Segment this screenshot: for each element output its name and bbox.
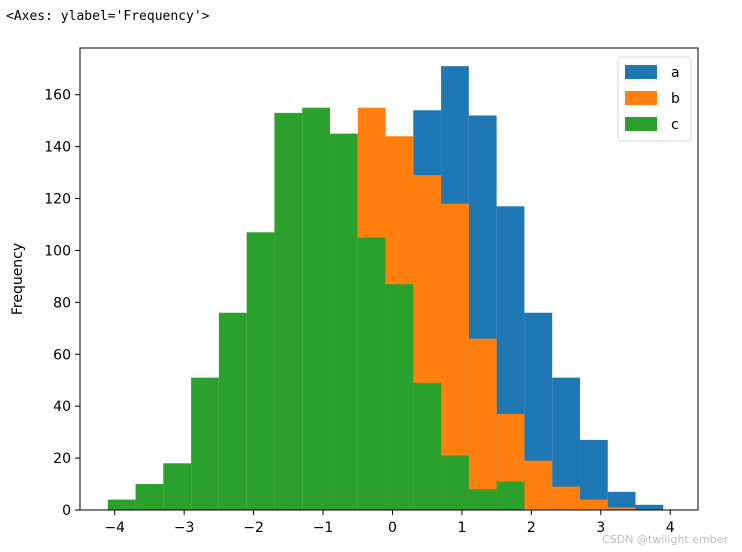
bar-b-13: [468, 338, 497, 510]
y-tick-label: 0: [62, 503, 71, 519]
bar-c-14: [496, 481, 525, 510]
x-tick-label: −4: [104, 520, 125, 536]
watermark: CSDN @twilight ember: [602, 533, 728, 546]
output-label: <Axes: ylabel='Frequency'>: [6, 9, 210, 24]
x-tick-label: −2: [243, 520, 264, 536]
legend-swatch-c: [625, 117, 657, 131]
y-axis-label: Frequency: [10, 243, 26, 315]
x-tick-label: −1: [313, 520, 334, 536]
x-axis: −4 −3 −2 −1 0 1 2 3 4: [104, 510, 675, 536]
bar-c-13: [468, 489, 497, 510]
x-tick-label: −3: [174, 520, 195, 536]
bar-c-1: [135, 484, 164, 510]
bars-layer: [107, 66, 664, 511]
y-axis: 0 20 40 60 80 100 120 140 160: [44, 88, 80, 519]
x-tick-label: 2: [527, 520, 536, 536]
x-tick-label: 4: [666, 520, 675, 536]
bar-c-10: [385, 284, 414, 510]
bar-a-18: [607, 491, 636, 510]
bar-c-11: [413, 382, 442, 510]
bar-c-4: [218, 312, 247, 510]
x-tick-label: 1: [457, 520, 466, 536]
legend-label-c: c: [671, 117, 679, 133]
legend-swatch-b: [625, 91, 657, 105]
y-tick-label: 40: [53, 399, 71, 415]
bar-c-7: [302, 107, 330, 511]
bar-a-19: [635, 504, 664, 510]
axes-frame: [79, 47, 699, 511]
y-tick-label: 100: [44, 243, 71, 259]
x-tick-label: 0: [388, 520, 397, 536]
bar-a-17: [579, 439, 608, 510]
y-tick-label: 60: [53, 347, 71, 363]
bar-c-8: [329, 133, 358, 511]
bar-c-2: [163, 463, 192, 510]
bar-c-5: [246, 232, 275, 511]
legend-label-b: b: [671, 91, 680, 107]
bar-c-12: [441, 455, 469, 510]
bar-b-18: [607, 507, 636, 510]
bar-b-17: [579, 499, 608, 510]
bar-c-9: [357, 237, 386, 510]
bar-c-3: [191, 377, 219, 510]
y-tick-label: 140: [44, 140, 71, 156]
legend-swatch-a: [625, 65, 657, 79]
bar-b-16: [552, 486, 580, 510]
bar-b-15: [524, 460, 553, 510]
bar-c-0: [107, 499, 136, 510]
legend: abc: [617, 56, 692, 142]
y-tick-label: 120: [44, 192, 71, 208]
bar-c-6: [274, 112, 303, 511]
y-tick-label: 160: [44, 88, 71, 104]
y-tick-label: 20: [53, 451, 71, 467]
x-tick-label: 3: [596, 520, 605, 536]
legend-label-a: a: [671, 65, 680, 81]
y-tick-label: 80: [53, 295, 71, 311]
